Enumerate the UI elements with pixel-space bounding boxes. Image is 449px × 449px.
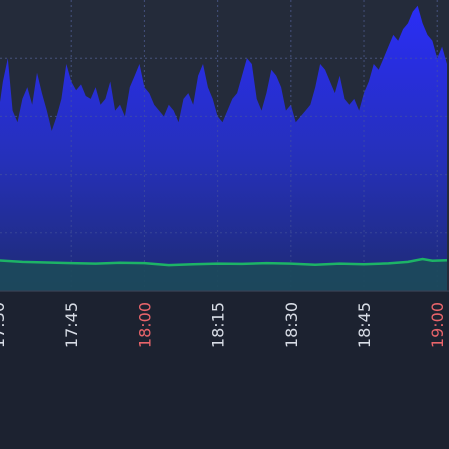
x-tick-label: 19:00 (428, 302, 447, 348)
x-tick-label: 17:45 (62, 302, 81, 348)
x-tick-label: 18:30 (282, 302, 301, 348)
series-1-area (0, 5, 447, 291)
series-2-area-path (0, 259, 447, 291)
series-1-area-path (0, 5, 447, 291)
x-tick-label: 18:00 (135, 302, 154, 348)
series-2-line-path (0, 257, 448, 267)
x-tick-label: 18:45 (355, 302, 374, 348)
series-2-line (0, 257, 448, 291)
x-tick-label: 18:15 (209, 302, 228, 348)
gridlines-overlay (0, 0, 449, 291)
x-tick-label: 17:30 (0, 302, 8, 348)
x-axis-tick-labels: 17:30 17:45 18:00 18:15 18:30 18:45 19:00 (0, 302, 447, 348)
